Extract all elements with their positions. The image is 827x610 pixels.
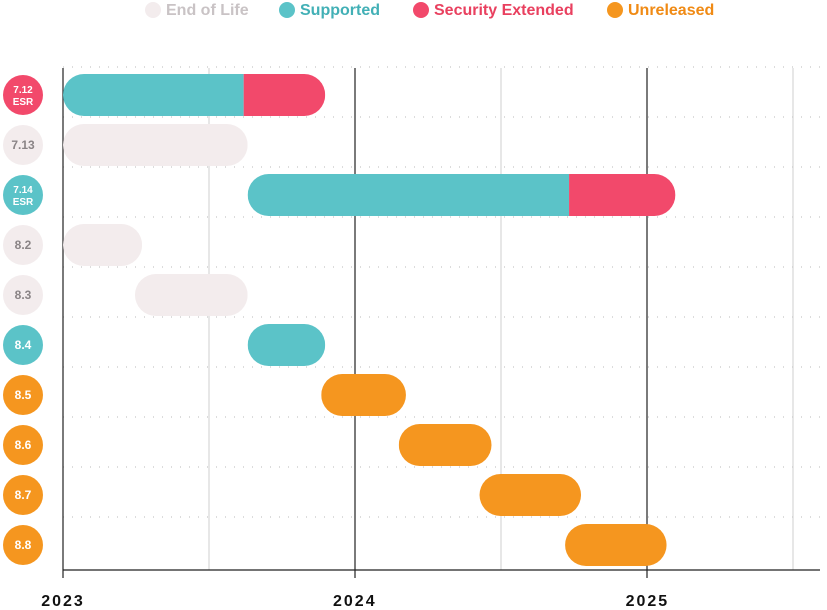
version-label: 8.2 bbox=[15, 238, 32, 252]
version-badge-circle bbox=[3, 275, 43, 315]
version-badge: 8.7 bbox=[3, 475, 43, 515]
legend-swatch-eol bbox=[145, 2, 161, 18]
version-label: 8.5 bbox=[15, 388, 32, 402]
x-axis: 2023 2024 2025 bbox=[41, 569, 820, 610]
version-label: 8.4 bbox=[15, 338, 32, 352]
version-badge-circle bbox=[3, 225, 43, 265]
version-badge-circle bbox=[3, 325, 43, 365]
version-badge: 8.5 bbox=[3, 375, 43, 415]
version-badge: 7.13 bbox=[3, 125, 43, 165]
x-tick-label: 2023 bbox=[41, 593, 85, 610]
bar-segment-supported bbox=[247, 174, 570, 216]
bar-row-8-8 bbox=[565, 524, 667, 566]
version-sub-label: ESR bbox=[13, 197, 34, 208]
version-badge: 8.2 bbox=[3, 225, 43, 265]
bar-row-8-4 bbox=[247, 324, 326, 366]
bar-segment-unreleased bbox=[565, 524, 667, 566]
version-badge: 8.3 bbox=[3, 275, 43, 315]
legend-swatch-unreleased bbox=[607, 2, 623, 18]
version-badge: 8.8 bbox=[3, 525, 43, 565]
bar-row-8-2 bbox=[63, 224, 143, 266]
version-badge-circle bbox=[3, 375, 43, 415]
version-label: 8.8 bbox=[15, 538, 32, 552]
chart-bars bbox=[63, 74, 676, 566]
bar-segment-supported bbox=[247, 324, 326, 366]
x-tick-label: 2024 bbox=[333, 593, 377, 610]
legend-item-unreleased: Unreleased bbox=[607, 2, 714, 19]
version-badge-circle bbox=[3, 175, 43, 215]
version-sub-label: ESR bbox=[13, 97, 34, 108]
bar-row-7-13 bbox=[63, 124, 248, 166]
legend-swatch-security bbox=[413, 2, 429, 18]
version-badge-circle bbox=[3, 125, 43, 165]
version-label: 8.3 bbox=[15, 288, 32, 302]
legend: End of Life Supported Security Extended Unr… bbox=[145, 2, 714, 19]
bar-segment-eol bbox=[63, 224, 143, 266]
legend-item-supported: Supported bbox=[279, 2, 380, 19]
version-badge-circle bbox=[3, 525, 43, 565]
bar-segment-security bbox=[243, 74, 326, 116]
bar-segment-unreleased bbox=[398, 424, 492, 466]
bar-segment-unreleased bbox=[321, 374, 406, 416]
version-badge: 8.6 bbox=[3, 425, 43, 465]
version-badge-circle bbox=[3, 75, 43, 115]
legend-label-supported: Supported bbox=[300, 2, 380, 19]
bar-segment-supported bbox=[63, 74, 244, 116]
legend-swatch-supported bbox=[279, 2, 295, 18]
version-label: 8.6 bbox=[15, 438, 32, 452]
bar-row-7-12 bbox=[63, 74, 326, 116]
version-badge-circle bbox=[3, 425, 43, 465]
legend-item-security: Security Extended bbox=[413, 2, 574, 19]
legend-label-security: Security Extended bbox=[434, 2, 574, 19]
version-badge: 8.4 bbox=[3, 325, 43, 365]
version-label: 7.13 bbox=[11, 138, 35, 152]
bar-row-7-14 bbox=[247, 174, 676, 216]
bar-row-8-5 bbox=[321, 374, 406, 416]
legend-label-eol: End of Life bbox=[166, 2, 249, 19]
bar-segment-security bbox=[569, 174, 676, 216]
bar-row-8-6 bbox=[398, 424, 492, 466]
version-label: 7.12 bbox=[13, 85, 33, 96]
bar-segment-eol bbox=[63, 124, 248, 166]
bar-row-8-3 bbox=[134, 274, 248, 316]
legend-item-eol: End of Life bbox=[145, 2, 249, 19]
bar-segment-eol bbox=[134, 274, 248, 316]
x-tick-label: 2025 bbox=[626, 593, 670, 610]
version-badge-circle bbox=[3, 475, 43, 515]
version-label: 8.7 bbox=[15, 488, 32, 502]
legend-label-unreleased: Unreleased bbox=[628, 2, 714, 19]
version-label: 7.14 bbox=[13, 185, 33, 196]
bar-row-8-7 bbox=[479, 474, 582, 516]
bar-segment-unreleased bbox=[479, 474, 582, 516]
